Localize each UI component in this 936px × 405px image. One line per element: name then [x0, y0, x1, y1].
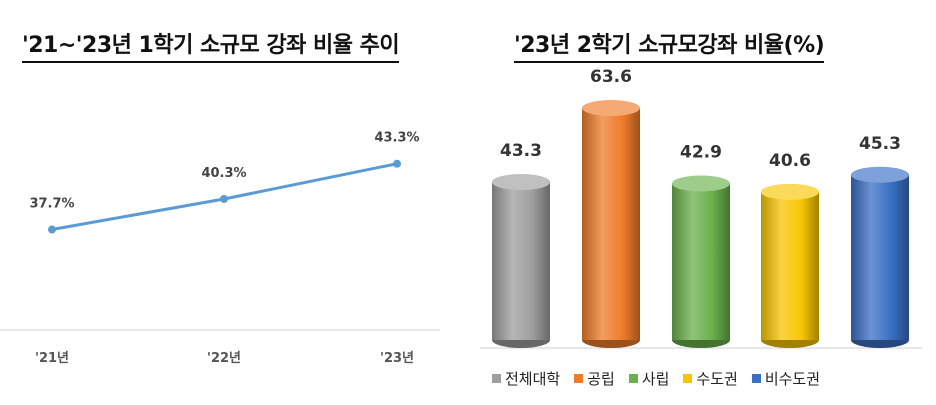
bar-data-label: 45.3	[859, 134, 901, 154]
legend-swatch	[492, 374, 501, 383]
legend-label: 사립	[641, 370, 670, 388]
legend-label: 수도권	[696, 370, 738, 388]
line-chart-panel: '21~'23년 1학기 소규모 강좌 비율 추이 37.7% '21년 40.3%…	[0, 0, 440, 405]
legend-swatch	[574, 374, 584, 383]
bar-data-label: 40.6	[769, 151, 811, 171]
legend-item: 사립	[628, 368, 670, 389]
legend-label: 공립	[587, 370, 615, 388]
bar-data-label: 63.6	[590, 67, 632, 87]
line-chart: 37.7% '21년 40.3% '22년 43.3% '23년	[0, 131, 440, 366]
bar	[851, 166, 909, 348]
legend-swatch	[683, 374, 693, 383]
legend-item: 공립	[574, 368, 615, 389]
line-x-tick-label: '22년	[207, 351, 241, 366]
legend-swatch	[751, 374, 761, 383]
bar-chart-panel: '23년 2학기 소규모강좌 비율(%) 43.3 63.6 42.9 40.6 45.…	[462, 0, 936, 405]
bar-chart: 43.3 63.6 42.9 40.6 45.3	[480, 67, 922, 349]
line-data-label: 37.7%	[29, 197, 74, 212]
bar-chart-legend: 전체대학 공립 사립 수도권 비수도권	[492, 368, 820, 389]
line-data-label: 40.3%	[201, 166, 246, 181]
line-chart-title: '21~'23년 1학기 소규모 강좌 비율 추이	[22, 27, 400, 63]
line-x-tick-label: '23년	[380, 351, 414, 366]
bar-data-label: 43.3	[500, 141, 542, 161]
line-point	[48, 225, 56, 234]
bar	[492, 174, 550, 348]
line-point	[393, 159, 401, 168]
line-data-label: 43.3%	[374, 131, 419, 146]
legend-swatch	[628, 374, 638, 383]
legend-label: 비수도권	[764, 370, 821, 388]
bar-data-label: 42.9	[680, 143, 722, 163]
legend-item: 수도권	[683, 368, 738, 389]
legend-label: 전체대학	[505, 370, 561, 388]
bar	[582, 100, 640, 348]
bar	[761, 183, 819, 348]
legend-item: 전체대학	[492, 368, 560, 389]
line-x-tick-label: '21년	[35, 351, 69, 366]
bar	[672, 175, 730, 348]
line-point	[220, 194, 228, 203]
legend-item: 비수도권	[751, 368, 821, 389]
bar-chart-title: '23년 2학기 소규모강좌 비율(%)	[514, 27, 825, 63]
